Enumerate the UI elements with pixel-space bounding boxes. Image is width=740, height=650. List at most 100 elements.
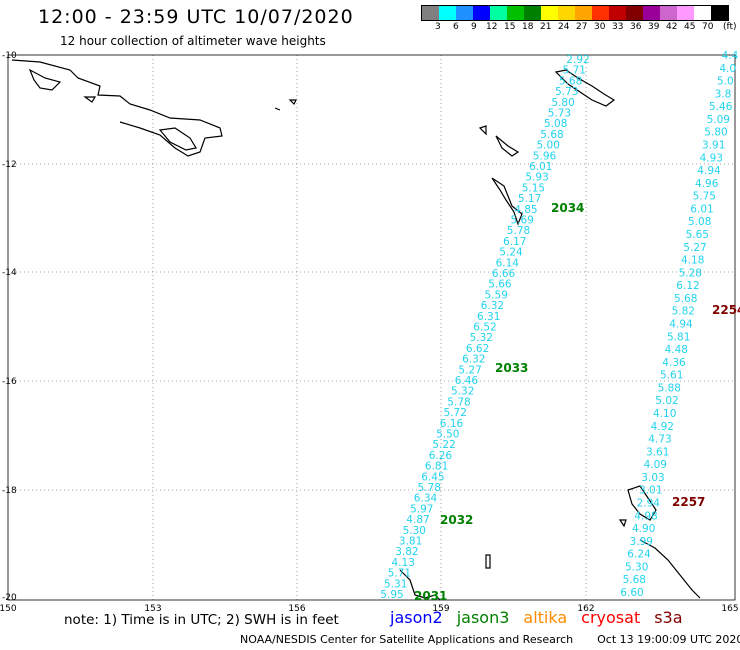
wave-height-value: 5.72 [444, 407, 467, 419]
wave-height-value: 6.12 [676, 280, 699, 292]
wave-height-value: 5.97 [410, 503, 433, 515]
note-text: note: 1) Time is in UTC; 2) SWH is in fe… [64, 612, 339, 628]
color-scale-tick: 12 [486, 22, 498, 32]
wave-height-value: 5.09 [707, 114, 730, 126]
wave-height-value: 3.61 [646, 446, 669, 458]
wave-height-value: 4.36 [662, 357, 686, 369]
wave-height-value: 5.59 [485, 289, 508, 301]
wave-height-value: 5.24 [499, 247, 523, 259]
wave-height-value: 6.24 [627, 549, 651, 561]
islet-2 [288, 99, 297, 106]
map-subtitle: 12 hour collection of altimeter wave hei… [60, 34, 326, 48]
longitude-label: 162 [577, 604, 594, 614]
wave-height-value: 5.32 [451, 386, 474, 398]
wave-height-value: 4.09 [644, 459, 667, 471]
wave-height-value: 5.68 [540, 129, 563, 141]
wave-height-value: 6.14 [496, 257, 520, 269]
wave-height-value: 5.65 [686, 229, 709, 241]
color-swatch [711, 6, 728, 20]
latitude-label: -18 [2, 486, 17, 496]
wave-height-value: 6.81 [425, 461, 448, 473]
coastlines [11, 59, 701, 601]
wave-height-value: 2.92 [566, 54, 589, 66]
wave-height-value: 5.02 [655, 395, 678, 407]
longitude-label: 153 [144, 604, 161, 614]
rossel-coast [491, 177, 523, 226]
new-guinea-coast-2 [28, 68, 62, 91]
wave-height-value: 4.93 [700, 152, 723, 164]
color-scale-tick: 18 [522, 22, 534, 32]
legend-entry: cryosat [581, 608, 641, 627]
color-swatch [660, 6, 677, 20]
wave-height-value: 5.28 [679, 267, 702, 279]
color-swatch [422, 6, 439, 20]
d-entrecasteaux-isles [158, 127, 197, 151]
color-scale-tick: 30 [594, 22, 606, 32]
pass-time-label: 2257 [672, 495, 705, 509]
color-swatch [558, 6, 575, 20]
wave-height-value: 6.01 [529, 161, 552, 173]
wave-height-value: 6.46 [455, 375, 479, 387]
wave-height-value: 6.17 [503, 236, 526, 248]
map-frame [7, 54, 736, 601]
wave-height-value: 3.99 [630, 536, 653, 548]
pass-time-label: 2033 [495, 361, 528, 375]
wave-height-value: 5.68 [623, 574, 646, 586]
altimeter-track-jason3: 2.925.715.685.735.805.735.085.685.005.96… [380, 54, 589, 601]
satellite-legend: jason2 jason3 altika cryosat s3a [390, 608, 697, 627]
wave-height-value: 6.26 [429, 450, 453, 462]
wave-height-value: 5.15 [522, 182, 545, 194]
new-caledonia-north [399, 569, 441, 601]
wave-height-value: 5.78 [507, 225, 530, 237]
color-scale-tick: 24 [558, 22, 570, 32]
latitude-label: -10 [2, 51, 17, 61]
color-scale-tick: 33 [612, 22, 624, 32]
new-guinea-coast [11, 59, 223, 157]
color-scale-tick: 9 [471, 22, 477, 32]
wave-height-value: 5.61 [660, 370, 683, 382]
vanuatu-1 [627, 485, 657, 521]
wave-height-value: 4.90 [632, 523, 655, 535]
wave-height-value: 4.0 [719, 63, 736, 75]
wave-height-value: 3.8 [715, 88, 732, 100]
wave-height-value: 4.96 [695, 178, 719, 190]
color-scale-tick: 3 [435, 22, 441, 32]
wave-height-value: 5.95 [380, 589, 403, 601]
pass-time-label: 2034 [551, 201, 584, 215]
wave-height-value: 5.30 [403, 525, 426, 537]
wave-height-value: 5.69 [511, 215, 534, 227]
islet-3 [274, 107, 281, 111]
wave-height-value: 5.30 [625, 561, 648, 573]
color-scale-tick: 36 [630, 22, 642, 32]
color-scale-tick: 15 [504, 22, 516, 32]
wave-height-value: 4.18 [681, 255, 704, 267]
islet-1 [83, 96, 97, 103]
longitude-labels: 150 153 156 159 162 165 [0, 604, 739, 614]
wave-height-value: 4.87 [406, 514, 429, 526]
wave-height-value: 5.50 [436, 429, 459, 441]
guadalcanal-like [495, 135, 520, 157]
wave-height-value: 4.48 [665, 344, 688, 356]
wave-height-value: 6.62 [466, 343, 489, 355]
map-grid [8, 55, 735, 600]
wave-height-value: 5.08 [544, 118, 567, 130]
color-swatch [490, 6, 507, 20]
wave-height-value: 3.03 [641, 472, 664, 484]
wave-height-value: 6.34 [414, 493, 438, 505]
wave-height-value: 5.80 [551, 97, 574, 109]
wave-height-value: 4.4 [722, 50, 739, 62]
wave-height-value: 4.73 [648, 434, 671, 446]
longitude-label: 159 [432, 604, 449, 614]
color-swatch [473, 6, 490, 20]
wave-height-value: 5.73 [555, 86, 578, 98]
wave-height-value: 5.27 [458, 364, 481, 376]
wave-height-value: 6.16 [440, 418, 464, 430]
color-scale-tick: 70 [702, 22, 714, 32]
wave-height-value: 5.80 [704, 127, 727, 139]
color-swatch [541, 6, 558, 20]
wave-height-value: 5.0 [717, 76, 734, 88]
wave-height-value: 5.68 [674, 293, 697, 305]
pass-time-label: 2031 [414, 589, 447, 603]
rennell-island [478, 125, 487, 136]
